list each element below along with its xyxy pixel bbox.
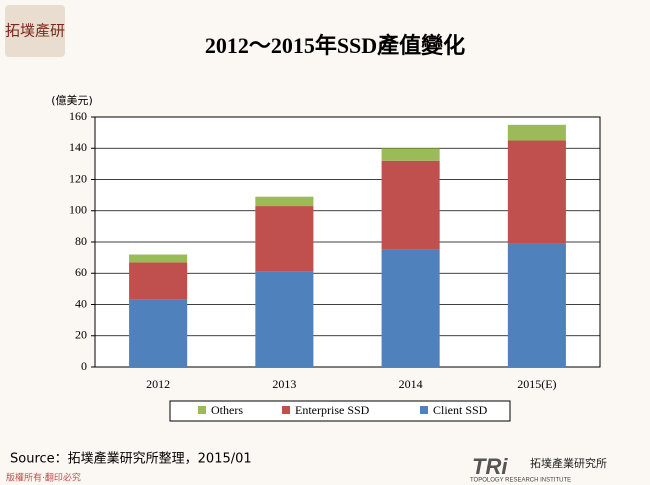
legend-label: Enterprise SSD <box>295 403 370 417</box>
legend-swatch <box>282 406 290 414</box>
bar-segment <box>129 299 188 367</box>
x-tick-label: 2014 <box>399 377 423 391</box>
brand-name: 拓墣產業研究所 <box>530 456 607 470</box>
bar-segment <box>255 196 314 207</box>
x-tick-label: 2012 <box>146 377 170 391</box>
bar-segment <box>507 124 566 141</box>
y-tick-label: 140 <box>69 140 87 154</box>
y-tick-label: 80 <box>75 234 87 248</box>
y-tick-label: 160 <box>69 109 87 123</box>
chart-title: 2012～2015年SSD產值變化 <box>205 33 465 58</box>
y-tick-label: 120 <box>69 171 87 185</box>
y-unit: (億美元) <box>51 94 93 107</box>
bar-segment <box>381 160 440 250</box>
x-tick-label: 2013 <box>272 377 296 391</box>
legend-label: Others <box>211 403 243 417</box>
y-tick-label: 0 <box>81 359 87 373</box>
bar-segment <box>129 254 188 263</box>
y-tick-label: 20 <box>75 328 87 342</box>
corner-logo-box <box>5 5 65 57</box>
chart: 0 20 40 60 80 100 120 140 160 2012 2013 2014 2015(E)… <box>69 109 600 417</box>
brand-mark: TRi <box>472 454 508 479</box>
source: Source：拓墣產業研究所整理，2015/01 <box>10 451 252 467</box>
bar-segment <box>507 140 566 244</box>
brand-english: TOPOLOGY RESEARCH INSTITUTE <box>470 478 571 484</box>
legend-swatch <box>420 406 428 414</box>
bar-segment <box>129 262 188 300</box>
y-tick-label: 60 <box>75 265 87 279</box>
legend-swatch <box>198 406 206 414</box>
y-tick-label: 100 <box>69 203 87 217</box>
x-tick-label: 2015(E) <box>517 377 556 391</box>
bar-segment <box>381 249 440 367</box>
bar-segment <box>255 206 314 272</box>
bar-segment <box>381 148 440 161</box>
legend-label: Client SSD <box>433 403 488 417</box>
bar-segment <box>507 243 566 367</box>
bar-segment <box>255 271 314 367</box>
y-tick-label: 40 <box>75 296 87 310</box>
corner-logo: 拓墣產研 <box>5 22 65 40</box>
footer: 版權所有‧翻印必究 <box>6 472 81 484</box>
